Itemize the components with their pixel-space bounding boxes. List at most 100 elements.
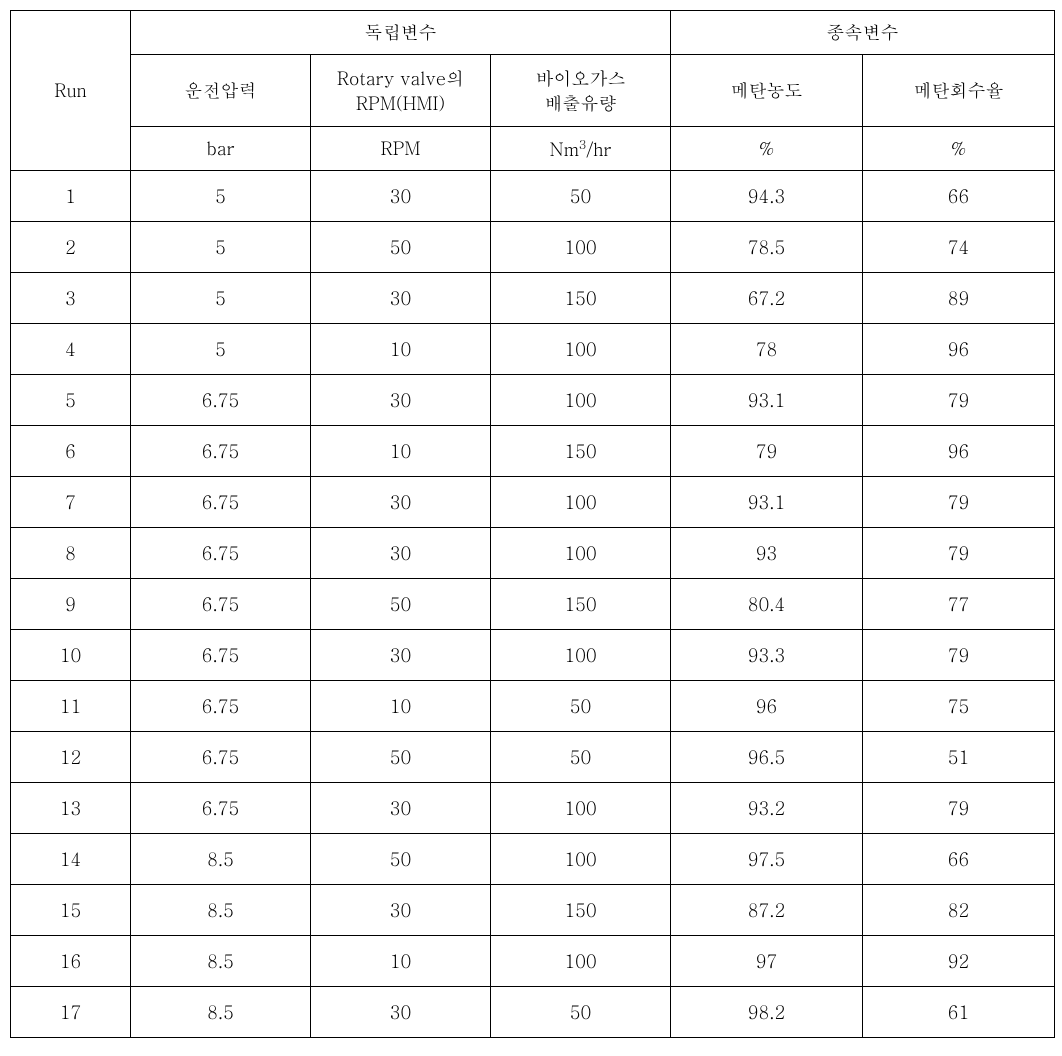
- cell-iv3: 50: [491, 681, 671, 732]
- header-iv3-unit: Nm3/hr: [491, 127, 671, 171]
- cell-iv1: 6.75: [131, 477, 311, 528]
- cell-run: 16: [11, 936, 131, 987]
- table-row: 76.753010093.179: [11, 477, 1055, 528]
- cell-iv1: 8.5: [131, 885, 311, 936]
- cell-iv2: 30: [311, 171, 491, 222]
- cell-iv2: 30: [311, 885, 491, 936]
- cell-iv3: 150: [491, 579, 671, 630]
- cell-iv3: 100: [491, 834, 671, 885]
- cell-iv1: 8.5: [131, 987, 311, 1038]
- cell-dv2: 79: [863, 528, 1055, 579]
- cell-dv2: 96: [863, 426, 1055, 477]
- cell-iv1: 6.75: [131, 681, 311, 732]
- cell-dv2: 79: [863, 375, 1055, 426]
- header-iv2-name: Rotary valve의RPM(HMI): [311, 55, 491, 127]
- cell-dv2: 66: [863, 171, 1055, 222]
- cell-run: 2: [11, 222, 131, 273]
- cell-iv2: 30: [311, 375, 491, 426]
- cell-run: 9: [11, 579, 131, 630]
- cell-dv1: 67.2: [671, 273, 863, 324]
- cell-dv2: 79: [863, 783, 1055, 834]
- cell-dv1: 96.5: [671, 732, 863, 783]
- cell-iv3: 150: [491, 273, 671, 324]
- cell-run: 12: [11, 732, 131, 783]
- cell-iv2: 50: [311, 834, 491, 885]
- header-iv2-unit: RPM: [311, 127, 491, 171]
- table-row: 353015067.289: [11, 273, 1055, 324]
- cell-iv3: 100: [491, 783, 671, 834]
- header-iv3-name: 바이오가스배출유량: [491, 55, 671, 127]
- cell-iv3: 100: [491, 936, 671, 987]
- table-row: 168.5101009792: [11, 936, 1055, 987]
- cell-run: 5: [11, 375, 131, 426]
- cell-dv1: 98.2: [671, 987, 863, 1038]
- cell-run: 7: [11, 477, 131, 528]
- table-header: Run 독립변수 종속변수 운전압력 Rotary valve의RPM(HMI)…: [11, 11, 1055, 171]
- cell-dv2: 77: [863, 579, 1055, 630]
- cell-iv2: 30: [311, 273, 491, 324]
- cell-dv1: 80.4: [671, 579, 863, 630]
- cell-iv1: 8.5: [131, 936, 311, 987]
- cell-iv3: 100: [491, 324, 671, 375]
- cell-run: 6: [11, 426, 131, 477]
- cell-iv3: 50: [491, 732, 671, 783]
- cell-run: 3: [11, 273, 131, 324]
- cell-dv1: 97: [671, 936, 863, 987]
- cell-run: 15: [11, 885, 131, 936]
- cell-iv1: 6.75: [131, 630, 311, 681]
- table-row: 66.75101507996: [11, 426, 1055, 477]
- table-body: 15305094.366255010078.574353015067.28945…: [11, 171, 1055, 1038]
- cell-dv1: 93.1: [671, 477, 863, 528]
- cell-dv1: 93.3: [671, 630, 863, 681]
- cell-iv1: 8.5: [131, 834, 311, 885]
- cell-dv1: 93.1: [671, 375, 863, 426]
- cell-dv1: 78: [671, 324, 863, 375]
- experiment-table: Run 독립변수 종속변수 운전압력 Rotary valve의RPM(HMI)…: [10, 10, 1055, 1038]
- cell-iv3: 50: [491, 171, 671, 222]
- cell-iv2: 50: [311, 579, 491, 630]
- cell-iv1: 5: [131, 171, 311, 222]
- table-row: 86.75301009379: [11, 528, 1055, 579]
- header-dv2-unit: %: [863, 127, 1055, 171]
- cell-dv1: 93: [671, 528, 863, 579]
- table-row: 255010078.574: [11, 222, 1055, 273]
- table-row: 15305094.366: [11, 171, 1055, 222]
- cell-run: 4: [11, 324, 131, 375]
- cell-dv2: 79: [863, 630, 1055, 681]
- table-row: 148.55010097.566: [11, 834, 1055, 885]
- cell-iv2: 10: [311, 936, 491, 987]
- cell-dv2: 61: [863, 987, 1055, 1038]
- cell-iv2: 10: [311, 426, 491, 477]
- header-iv1-unit: bar: [131, 127, 311, 171]
- cell-iv2: 30: [311, 987, 491, 1038]
- table-row: 158.53015087.282: [11, 885, 1055, 936]
- cell-iv3: 150: [491, 885, 671, 936]
- cell-dv2: 92: [863, 936, 1055, 987]
- table-row: 45101007896: [11, 324, 1055, 375]
- cell-iv3: 100: [491, 222, 671, 273]
- cell-iv1: 6.75: [131, 426, 311, 477]
- cell-iv2: 30: [311, 630, 491, 681]
- cell-run: 14: [11, 834, 131, 885]
- cell-iv3: 100: [491, 375, 671, 426]
- table-row: 136.753010093.279: [11, 783, 1055, 834]
- cell-iv3: 150: [491, 426, 671, 477]
- cell-iv2: 50: [311, 732, 491, 783]
- cell-dv2: 82: [863, 885, 1055, 936]
- cell-dv2: 51: [863, 732, 1055, 783]
- cell-iv1: 6.75: [131, 375, 311, 426]
- cell-dv2: 66: [863, 834, 1055, 885]
- cell-iv1: 5: [131, 324, 311, 375]
- cell-iv2: 10: [311, 681, 491, 732]
- table-row: 96.755015080.477: [11, 579, 1055, 630]
- header-dv1-unit: %: [671, 127, 863, 171]
- cell-dv1: 93.2: [671, 783, 863, 834]
- cell-dv1: 97.5: [671, 834, 863, 885]
- table-row: 126.75505096.551: [11, 732, 1055, 783]
- cell-iv2: 10: [311, 324, 491, 375]
- cell-iv2: 50: [311, 222, 491, 273]
- table-row: 116.7510509675: [11, 681, 1055, 732]
- cell-dv1: 79: [671, 426, 863, 477]
- cell-run: 11: [11, 681, 131, 732]
- cell-dv1: 96: [671, 681, 863, 732]
